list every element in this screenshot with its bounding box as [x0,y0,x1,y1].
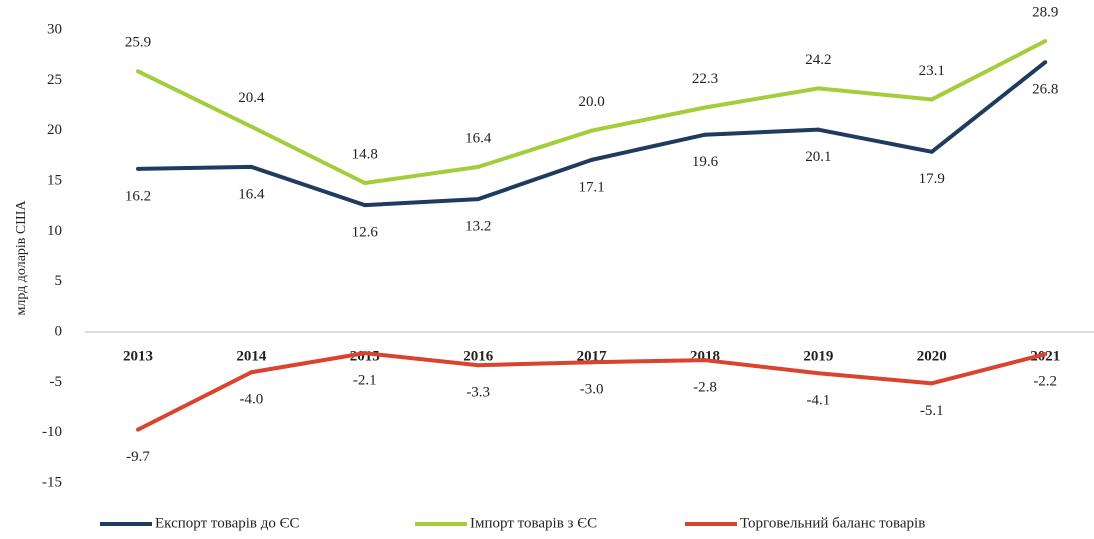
y-tick-label: 25 [47,72,62,88]
data-point [136,427,140,432]
data-label: -9.7 [126,449,150,465]
data-point [476,164,481,169]
legend-label: Торговельний баланс товарів [740,515,925,531]
data-label: 14.8 [352,146,378,162]
x-tick-label: 2020 [917,348,947,364]
data-point [589,157,594,162]
data-label: 17.1 [578,179,604,195]
data-point [589,360,594,365]
data-label: -4.0 [240,392,264,408]
data-point [249,370,254,375]
data-label: 13.2 [465,219,491,235]
data-label: -3.3 [466,385,490,401]
data-point [476,197,481,202]
legend-label: Експорт товарів до ЄС [155,515,300,531]
y-tick-label: 5 [55,273,63,289]
data-point [816,86,821,91]
data-label: -2.8 [693,380,717,396]
y-axis-label: млрд доларів США [14,200,29,316]
data-label: -2.1 [353,373,377,389]
y-tick-label: 30 [47,21,62,37]
data-point [929,381,934,386]
data-point [1043,352,1048,357]
data-label: 16.4 [238,186,265,202]
data-label: 16.2 [125,188,151,204]
data-point [703,358,707,363]
y-tick-label: 0 [55,323,63,339]
data-point [136,69,140,74]
x-tick-label: 2021 [1030,348,1060,364]
data-point [929,97,934,102]
data-point [476,363,481,368]
data-label: 24.2 [805,52,831,68]
legend-label: Імпорт товарів з ЄС [470,515,597,531]
data-label: 17.9 [919,171,945,187]
data-label: -4.1 [807,393,831,409]
y-tick-label: -15 [42,474,62,490]
y-tick-label: -10 [42,424,62,440]
data-label: 19.6 [692,154,719,170]
x-tick-label: 2013 [123,348,153,364]
data-point [589,128,594,133]
y-tick-label: -5 [50,374,63,390]
data-label: 20.0 [578,94,604,110]
data-label: 20.4 [238,90,265,106]
y-tick-label: 10 [47,223,62,239]
data-point [703,105,707,110]
data-label: -3.0 [580,382,604,398]
y-tick-label: 15 [47,172,62,188]
data-point [929,149,934,154]
data-point [816,127,821,132]
data-point [703,132,707,137]
data-label: -5.1 [920,403,944,419]
data-point [816,371,821,376]
data-point [1043,39,1048,44]
data-label: 12.6 [352,225,379,241]
x-tick-label: 2019 [803,348,833,364]
data-point [136,166,140,171]
data-label: 22.3 [692,71,718,87]
data-point [249,124,254,129]
data-point [362,351,367,356]
data-label: -2.2 [1033,374,1057,390]
data-point [249,164,254,169]
data-point [362,181,367,186]
x-tick-label: 2016 [463,348,494,364]
data-label: 20.1 [805,149,831,165]
data-point [1043,60,1048,65]
data-label: 25.9 [125,35,151,51]
data-label: 23.1 [919,63,945,79]
data-label: 28.9 [1032,5,1058,21]
y-tick-label: 20 [47,122,62,138]
data-point [362,203,367,208]
x-tick-label: 2014 [236,348,267,364]
data-label: 16.4 [465,130,492,146]
data-label: 26.8 [1032,82,1058,98]
